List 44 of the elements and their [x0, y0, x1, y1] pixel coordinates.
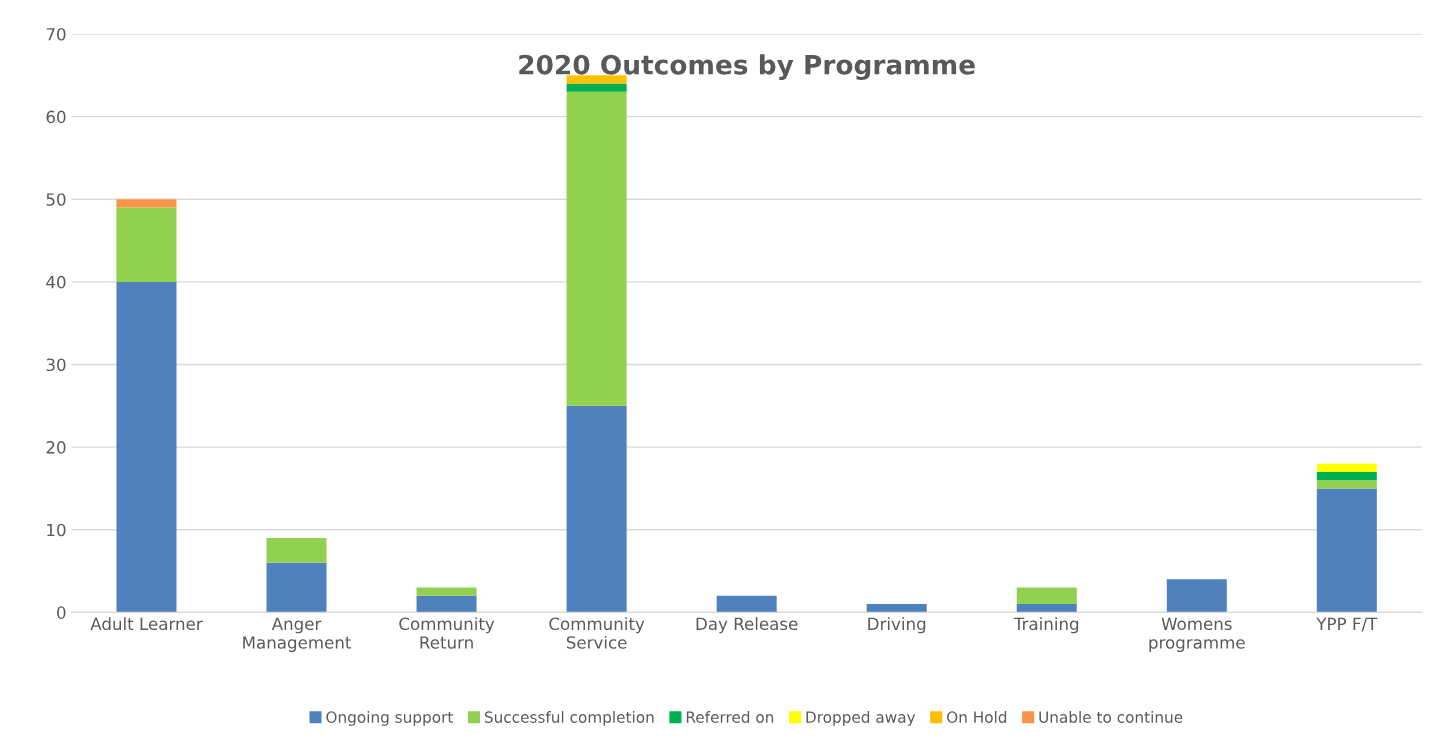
legend-label: Dropped away [806, 711, 916, 726]
legend-label: Unable to continue [1039, 711, 1183, 723]
y-tick-label: 10 [47, 523, 66, 537]
legend-label: On Hold [947, 711, 1007, 723]
bar [1316, 488, 1377, 613]
bar [1316, 480, 1377, 489]
x-tick-label: Anger Management [243, 617, 352, 653]
x-tick-label: Community Return [399, 617, 495, 649]
y-tick-label: 50 [46, 193, 66, 206]
x-tick-label: Day Release [696, 617, 798, 634]
bar [1316, 463, 1377, 472]
x-tick-label: Community Service [549, 617, 645, 649]
bar [116, 199, 177, 208]
bar [266, 538, 327, 563]
x-tick-label: Adult Learner [90, 617, 203, 631]
bar [116, 207, 177, 282]
legend-label: Referred on [686, 711, 774, 723]
text: 2020 Outcomes by Programme [519, 54, 975, 81]
y-tick-label: 70 [46, 27, 66, 41]
legend-label: Ongoing support [326, 711, 453, 726]
bar [416, 595, 477, 613]
y-tick-label: 0 [57, 606, 66, 619]
bar [566, 405, 627, 613]
bar [566, 75, 627, 84]
bar [416, 587, 477, 596]
bar [116, 281, 177, 613]
legend-label: Successful completion [484, 711, 654, 726]
y-tick-label: 20 [46, 441, 66, 454]
x-tick-label: YPP F/T [1316, 617, 1378, 632]
bar [1166, 579, 1227, 613]
y-tick-label: 30 [46, 358, 66, 372]
y-tick-label: 40 [46, 275, 66, 289]
x-tick-label: Womens programme [1149, 617, 1245, 653]
bar [266, 562, 327, 613]
bar [1016, 604, 1077, 613]
bar [866, 604, 927, 613]
x-tick-label: Driving [868, 617, 926, 634]
bar [1316, 471, 1377, 481]
bar [566, 91, 627, 406]
bar [566, 83, 627, 92]
y-tick-label: 60 [46, 110, 66, 124]
bar [716, 595, 777, 613]
bar [1016, 587, 1077, 605]
x-tick-label: Training [1013, 617, 1079, 634]
